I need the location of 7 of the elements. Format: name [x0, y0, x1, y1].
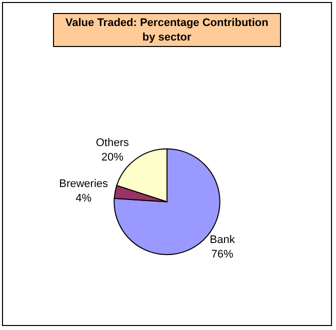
data-label: 4%	[76, 192, 92, 205]
data-label: 20%	[101, 152, 124, 164]
slice-label: Bank	[210, 234, 236, 246]
chart-title: Value Traded: Percentage Contribution by sector	[65, 17, 269, 44]
data-label: 76%	[211, 248, 234, 260]
slice-label: Others	[96, 137, 130, 150]
slice-label: Breweries	[59, 178, 109, 190]
